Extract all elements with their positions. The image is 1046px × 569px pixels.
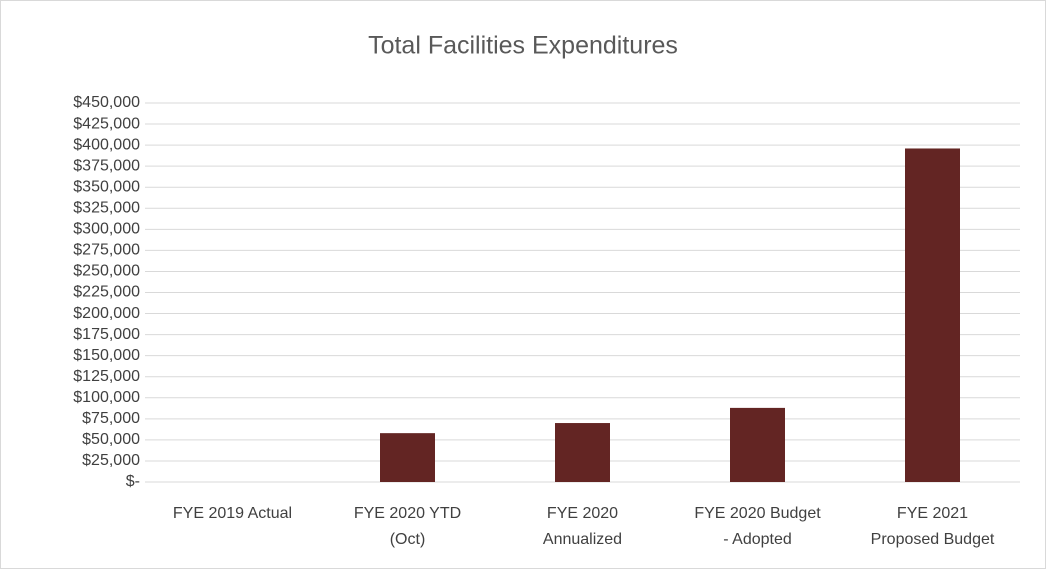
- x-tick-label: - Adopted: [723, 531, 792, 548]
- y-tick-label: $400,000: [73, 136, 140, 153]
- y-tick-label: $450,000: [73, 94, 140, 111]
- y-tick-label: $25,000: [82, 452, 140, 469]
- y-tick-label: $175,000: [73, 326, 140, 343]
- y-tick-label: $100,000: [73, 389, 140, 406]
- y-tick-label: $300,000: [73, 221, 140, 238]
- y-tick-label: $325,000: [73, 199, 140, 216]
- bar: [380, 433, 435, 482]
- chart-title: Total Facilities Expenditures: [368, 32, 678, 60]
- y-tick-label: $75,000: [82, 410, 140, 427]
- bar: [555, 423, 610, 482]
- x-tick-label: (Oct): [390, 531, 426, 548]
- y-tick-label: $350,000: [73, 178, 140, 195]
- x-tick-label: FYE 2019 Actual: [173, 505, 292, 522]
- y-tick-label: $50,000: [82, 431, 140, 448]
- y-tick-label: $375,000: [73, 157, 140, 174]
- y-tick-label: $200,000: [73, 305, 140, 322]
- x-tick-label: FYE 2020: [547, 505, 618, 522]
- bar: [905, 148, 960, 483]
- y-tick-label: $125,000: [73, 368, 140, 385]
- y-tick-label: $275,000: [73, 242, 140, 259]
- x-tick-label: FYE 2021: [897, 505, 968, 522]
- y-tick-label: $425,000: [73, 115, 140, 132]
- y-tick-label: $225,000: [73, 284, 140, 301]
- y-tick-label: $150,000: [73, 347, 140, 364]
- x-tick-label: Proposed Budget: [871, 531, 995, 548]
- y-tick-label: $-: [126, 473, 140, 490]
- x-tick-label: FYE 2020 YTD: [354, 505, 461, 522]
- y-tick-label: $250,000: [73, 263, 140, 280]
- bar: [730, 407, 785, 482]
- x-tick-label: Annualized: [543, 531, 622, 548]
- x-tick-label: FYE 2020 Budget: [694, 505, 821, 522]
